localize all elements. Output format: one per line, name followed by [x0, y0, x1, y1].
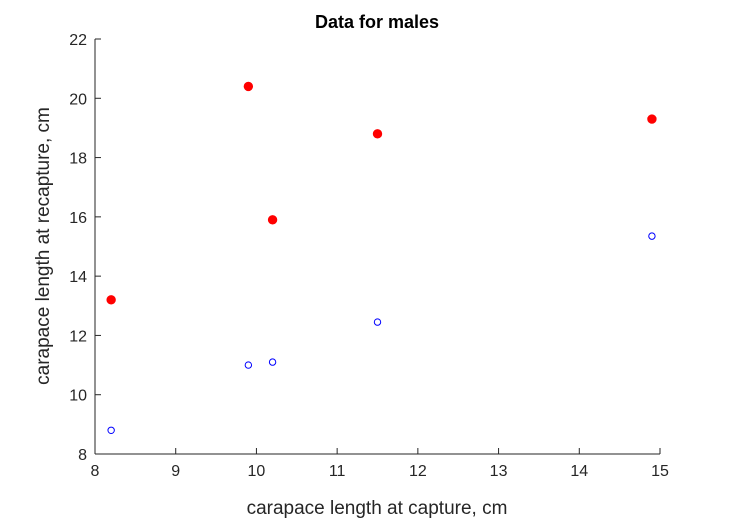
x-axis-ticks: 8 9 10 11 12 13 14 15 [91, 448, 669, 480]
x-tick-label: 11 [329, 463, 346, 480]
recapture-point-open [244, 361, 253, 369]
recapture-point-filled [243, 81, 254, 92]
recapture-point-open [268, 358, 277, 366]
recapture-point-filled [372, 129, 383, 139]
y-tick-label: 14 [69, 269, 87, 286]
y-tick-label: 20 [69, 91, 87, 108]
recapture-point-open [107, 426, 115, 434]
y-axis-label: carapace length at recapture, cm [33, 107, 54, 385]
recapture-point-filled [106, 295, 116, 305]
y-tick-label: 22 [69, 32, 87, 49]
y-tick-label: 12 [69, 328, 87, 345]
x-tick-label: 14 [570, 463, 588, 480]
y-axis-ticks: 8 10 12 14 16 18 20 22 [69, 32, 101, 464]
y-tick-label: 18 [69, 151, 87, 168]
axes [94, 39, 660, 455]
recapture-point-filled [267, 215, 278, 225]
x-tick-label: 15 [651, 463, 669, 480]
recapture-point-open [648, 232, 656, 240]
y-tick-label: 16 [69, 210, 87, 227]
x-axis-label: carapace length at capture, cm [247, 498, 508, 519]
data-points [106, 81, 657, 434]
chart-title: Data for males [315, 12, 439, 32]
recapture-point-filled [647, 114, 657, 124]
x-tick-label: 10 [248, 463, 266, 480]
x-tick-label: 13 [490, 463, 508, 480]
x-tick-label: 9 [171, 463, 180, 480]
x-tick-label: 8 [91, 463, 100, 480]
x-tick-label: 12 [409, 463, 427, 480]
y-tick-label: 10 [69, 388, 87, 405]
recapture-point-open [373, 318, 382, 326]
y-tick-label: 8 [78, 447, 87, 464]
